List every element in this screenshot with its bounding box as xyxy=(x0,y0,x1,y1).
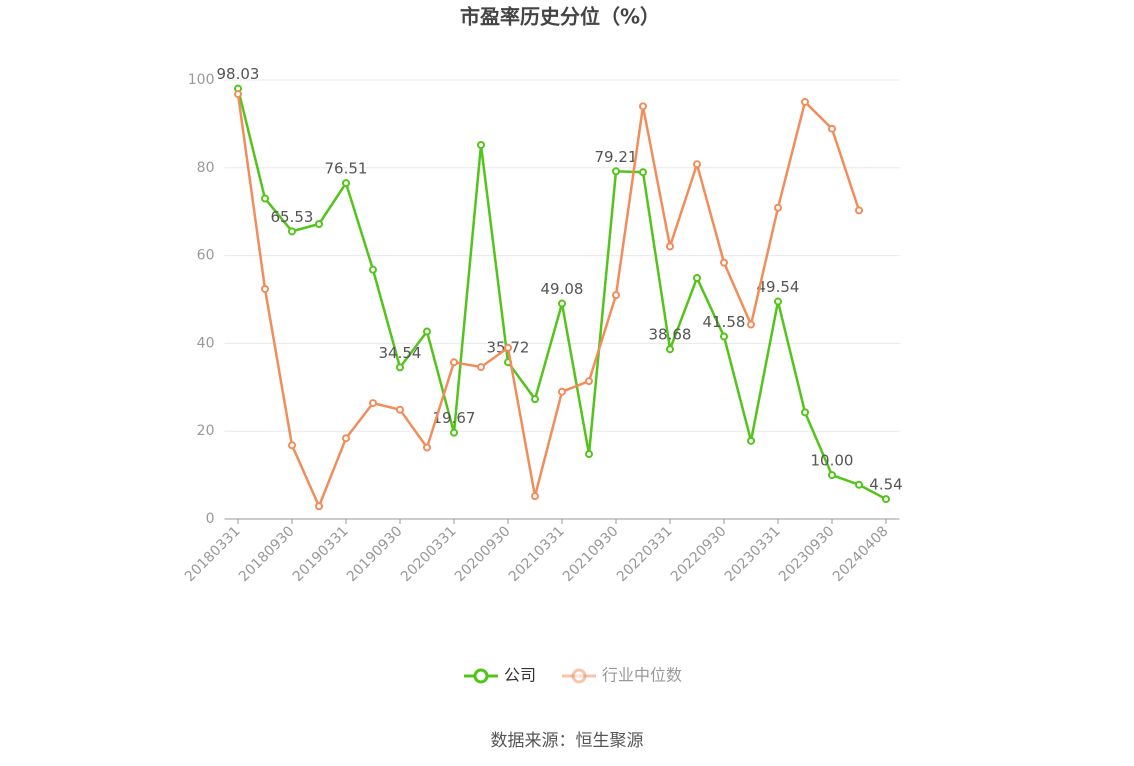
point xyxy=(234,90,242,99)
series-line xyxy=(236,93,861,510)
x-tick-label: 20180331 xyxy=(182,523,244,585)
point xyxy=(882,495,890,504)
point xyxy=(288,227,296,236)
x-tick-label: 20210331 xyxy=(506,523,568,585)
data-label: 49.54 xyxy=(757,278,800,296)
x-tick-label: 20180930 xyxy=(236,523,298,585)
y-tick-label: 60 xyxy=(197,248,215,264)
x-tick-label: 20220331 xyxy=(614,523,676,585)
y-tick-label: 100 xyxy=(188,72,215,88)
point xyxy=(801,408,809,417)
x-tick-label: 20200930 xyxy=(452,523,514,585)
data-label: 98.03 xyxy=(217,65,260,83)
point xyxy=(315,219,323,228)
x-tick-label: 20220930 xyxy=(668,523,730,585)
source-note: 数据来源：恒生聚源 xyxy=(491,731,644,751)
point xyxy=(747,320,755,329)
point xyxy=(639,102,647,111)
point xyxy=(855,480,863,489)
x-tick-label: 20230331 xyxy=(722,523,784,585)
point xyxy=(666,242,674,251)
point xyxy=(531,395,539,404)
point xyxy=(828,124,836,133)
point xyxy=(423,327,431,336)
data-label: 79.21 xyxy=(595,148,638,166)
point xyxy=(342,179,350,188)
y-tick-label: 0 xyxy=(206,511,215,527)
x-tick-label: 20200331 xyxy=(398,523,460,585)
point xyxy=(531,492,539,501)
x-tick-label: 20230930 xyxy=(776,523,838,585)
point xyxy=(369,265,377,274)
point xyxy=(801,97,809,106)
x-tick-label: 20210930 xyxy=(560,523,622,585)
point xyxy=(639,168,647,177)
point xyxy=(396,405,404,414)
data-label: 76.51 xyxy=(325,160,368,178)
data-label: 38.68 xyxy=(649,326,692,344)
point xyxy=(585,377,593,386)
point xyxy=(585,450,593,459)
point xyxy=(450,428,458,437)
point xyxy=(450,358,458,367)
point xyxy=(342,434,350,443)
point xyxy=(828,471,836,480)
point xyxy=(612,167,620,176)
data-label: 34.54 xyxy=(379,344,422,362)
point xyxy=(477,140,485,149)
point xyxy=(693,160,701,169)
point xyxy=(261,194,269,203)
y-tick-label: 40 xyxy=(197,335,215,351)
point xyxy=(261,284,269,293)
data-label: 4.54 xyxy=(869,476,902,494)
point xyxy=(369,399,377,408)
data-label: 19.67 xyxy=(433,409,476,427)
point xyxy=(666,345,674,354)
point xyxy=(774,203,782,212)
data-label: 10.00 xyxy=(811,452,854,470)
point xyxy=(720,258,728,267)
y-tick-label: 20 xyxy=(197,423,215,439)
legend-label: 公司 xyxy=(504,666,536,685)
point xyxy=(747,436,755,445)
point xyxy=(612,291,620,300)
point xyxy=(558,299,566,308)
point xyxy=(504,343,512,352)
legend-marker xyxy=(571,668,587,684)
legend-label: 行业中位数 xyxy=(602,666,682,685)
x-tick-label: 20240408 xyxy=(830,523,892,585)
x-tick-label: 20190930 xyxy=(344,523,406,585)
point xyxy=(558,387,566,396)
point xyxy=(855,206,863,215)
x-tick-label: 20190331 xyxy=(290,523,352,585)
data-label: 65.53 xyxy=(271,208,314,226)
legend-marker xyxy=(473,668,489,684)
data-label: 41.58 xyxy=(703,313,746,331)
point xyxy=(477,363,485,372)
y-tick-label: 80 xyxy=(197,160,215,176)
point xyxy=(693,273,701,282)
chart-title: 市盈率历史分位（%） xyxy=(460,5,660,29)
point xyxy=(288,441,296,450)
point xyxy=(774,297,782,306)
point xyxy=(423,443,431,452)
point xyxy=(720,332,728,341)
data-label: 49.08 xyxy=(541,280,584,298)
point xyxy=(396,363,404,372)
point xyxy=(315,502,323,511)
